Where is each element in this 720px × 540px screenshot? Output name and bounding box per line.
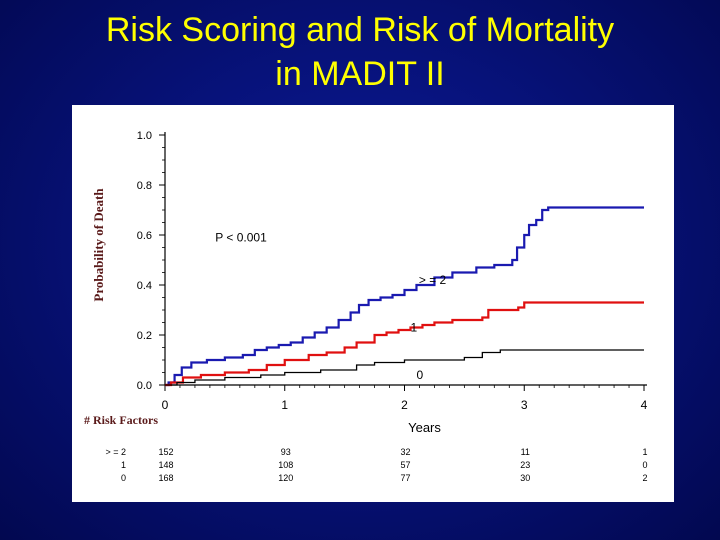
risk-table-cell: 32 bbox=[400, 447, 410, 457]
risk-table-cell: 23 bbox=[520, 460, 530, 470]
y-tick-label: 0.2 bbox=[137, 330, 152, 342]
series-label: 1 bbox=[410, 321, 417, 335]
series-label: 0 bbox=[416, 368, 423, 382]
x-tick-label: 0 bbox=[162, 398, 169, 412]
risk-table-cell: 108 bbox=[278, 460, 293, 470]
slide-title-line-1: Risk Scoring and Risk of Mortality bbox=[105, 11, 615, 49]
x-tick-label: 3 bbox=[521, 398, 528, 412]
risk-table-cell: 11 bbox=[521, 447, 530, 457]
y-tick-label: 1.0 bbox=[137, 130, 152, 142]
p-value-annotation: P < 0.001 bbox=[215, 230, 267, 244]
risk-table-cell: 1 bbox=[642, 447, 647, 457]
series-label: > = 2 bbox=[419, 273, 447, 287]
x-tick-label: 4 bbox=[641, 398, 648, 412]
x-axis-label: Years bbox=[408, 420, 441, 435]
series-line-ge2 bbox=[165, 206, 644, 387]
y-tick-label: 0.0 bbox=[137, 380, 152, 392]
y-axis-label: Probability of Death bbox=[91, 188, 106, 302]
chart-panel: 0.0 0.2 0.4 0.6 0.8 1.0 0 1 2 3 4 Years Probability … bbox=[72, 105, 674, 502]
series-line-0 bbox=[165, 349, 644, 386]
risk-table-row-label: 1 bbox=[121, 460, 126, 470]
y-tick-label: 0.6 bbox=[137, 230, 152, 242]
risk-table-cell: 148 bbox=[158, 460, 173, 470]
risk-table-row-label: 0 bbox=[121, 473, 126, 483]
y-tick-label: 0.8 bbox=[137, 180, 152, 192]
risk-table-cell: 2 bbox=[642, 473, 647, 483]
risk-table-header: # Risk Factors bbox=[84, 413, 158, 427]
slide-title: Risk Scoring and Risk of Mortality in MA… bbox=[0, 8, 720, 96]
risk-table-cell: 0 bbox=[642, 460, 647, 470]
x-tick-label: 1 bbox=[281, 398, 288, 412]
series-line-1 bbox=[165, 301, 644, 387]
kaplan-meier-chart: 0.00.20.40.60.81.00 1 2 3 4YearsProbability … bbox=[84, 130, 648, 483]
slide-title-line-2: in MADIT II bbox=[275, 55, 445, 93]
risk-table-row-label: > = 2 bbox=[105, 447, 126, 457]
risk-table-cell: 168 bbox=[158, 473, 173, 483]
x-tick-label: 2 bbox=[401, 398, 408, 412]
risk-table-cell: 152 bbox=[158, 447, 173, 457]
risk-table-cell: 93 bbox=[281, 447, 291, 457]
risk-table-cell: 120 bbox=[278, 473, 293, 483]
risk-table-cell: 77 bbox=[400, 473, 410, 483]
risk-table-cell: 57 bbox=[400, 460, 410, 470]
risk-table-cell: 30 bbox=[520, 473, 530, 483]
y-tick-label: 0.4 bbox=[137, 280, 152, 292]
